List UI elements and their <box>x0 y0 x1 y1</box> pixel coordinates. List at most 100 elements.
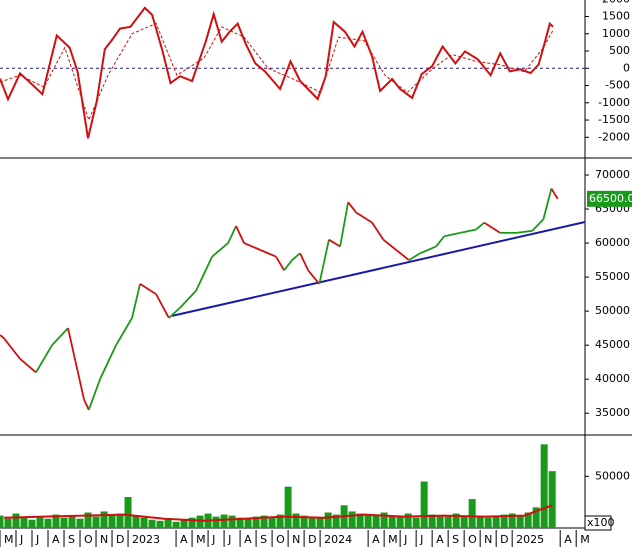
price-segment <box>459 228 477 234</box>
x-tick-label: 2025 <box>516 533 544 546</box>
price-segment <box>139 283 157 295</box>
y-tick-label: 55000 <box>595 270 630 283</box>
x-tick-label: J <box>35 533 39 546</box>
price-segment <box>243 242 261 251</box>
price-segment <box>195 256 213 292</box>
y-tick-label: 1500 <box>602 9 630 22</box>
unit-box <box>584 515 612 531</box>
last-price-label: 66500.00 <box>589 192 632 205</box>
volume-bar <box>316 517 324 528</box>
volume-bar <box>180 519 188 528</box>
y-tick-label: 70000 <box>595 168 630 181</box>
x-tick-label: M <box>580 533 590 546</box>
volume-bar <box>188 517 196 528</box>
price-segment <box>475 221 485 231</box>
volume-bar <box>100 511 108 528</box>
price-segment <box>67 327 85 400</box>
oscillator-line <box>0 6 554 139</box>
price-segment <box>211 242 229 258</box>
volume-bar <box>4 518 12 528</box>
price-segment <box>179 290 197 309</box>
volume-bar <box>396 515 404 528</box>
volume-bar <box>388 516 396 528</box>
volume-bar <box>228 515 236 528</box>
x-tick-label: N <box>100 533 108 546</box>
volume-bar <box>20 517 28 528</box>
price-segment <box>339 202 350 247</box>
y-tick-label: 2000 <box>602 0 630 5</box>
x-tick-label: M <box>4 533 14 546</box>
price-segment <box>299 252 309 271</box>
price-segment <box>395 249 410 261</box>
x-tick-label: J <box>403 533 407 546</box>
volume-bar <box>236 517 244 528</box>
price-segment <box>435 235 445 248</box>
volume-bar <box>92 516 100 528</box>
x-tick-label: A <box>436 533 444 546</box>
y-tick-label: 35000 <box>595 406 630 419</box>
volume-bar <box>476 516 484 528</box>
price-segment <box>516 229 533 234</box>
volume-bar <box>492 515 500 528</box>
volume-bar <box>532 507 540 528</box>
price-segment <box>227 225 237 244</box>
x-tick-label: A <box>180 533 188 546</box>
volume-bar <box>164 518 172 528</box>
price-segment <box>408 252 421 261</box>
y-tick-label: 500 <box>609 44 630 57</box>
volume-bar <box>212 516 220 528</box>
price-segment <box>531 218 545 232</box>
price-segment <box>542 188 553 220</box>
volume-bar <box>292 513 300 528</box>
volume-bar <box>444 516 452 528</box>
price-segment <box>382 238 397 251</box>
volume-bar <box>524 512 532 528</box>
x-tick-label: J <box>419 533 423 546</box>
volume-bar <box>132 515 140 528</box>
volume-bar <box>0 515 4 528</box>
volume-bar <box>276 514 284 528</box>
price-segment <box>550 188 559 200</box>
y-tick-label: 50000 <box>595 469 630 482</box>
price-segment <box>318 239 330 285</box>
volume-bar <box>452 513 460 528</box>
price-segment <box>275 256 285 271</box>
volume-bar <box>244 518 252 528</box>
y-tick-label: -1000 <box>598 96 630 109</box>
x-tick-label: J <box>211 533 215 546</box>
volume-bar <box>500 514 508 528</box>
volume-bar <box>60 517 68 528</box>
volume-bar <box>356 513 364 528</box>
y-tick-label: 0 <box>623 61 630 74</box>
volume-bar <box>124 497 132 528</box>
volume-bar <box>436 515 444 528</box>
volume-bar <box>76 518 84 528</box>
y-tick-label: -1500 <box>598 113 630 126</box>
y-tick-label: -2000 <box>598 130 630 143</box>
x-tick-label: N <box>292 533 300 546</box>
price-segment <box>3 337 21 360</box>
price-segment <box>419 245 437 255</box>
price-segment <box>371 222 385 241</box>
volume-bar <box>460 515 468 528</box>
x-tick-label: O <box>84 533 93 546</box>
volume-bar <box>508 513 516 528</box>
x-tick-label: O <box>468 533 477 546</box>
x-tick-label: O <box>276 533 285 546</box>
price-segment <box>259 249 277 258</box>
price-segment <box>328 238 341 248</box>
x-tick-label: A <box>244 533 252 546</box>
volume-bar <box>196 515 204 528</box>
volume-bar <box>548 471 556 528</box>
volume-bar <box>516 515 524 528</box>
volume-bar <box>140 517 148 528</box>
price-segment <box>131 283 141 319</box>
price-segment <box>355 211 373 224</box>
x-tick-label: S <box>452 533 459 546</box>
volume-bar <box>68 515 76 528</box>
volume-bar <box>116 513 124 528</box>
volume-bar <box>84 512 92 528</box>
x-tick-label: 2024 <box>324 533 352 546</box>
volume-bar <box>380 512 388 528</box>
price-segment <box>19 358 37 374</box>
